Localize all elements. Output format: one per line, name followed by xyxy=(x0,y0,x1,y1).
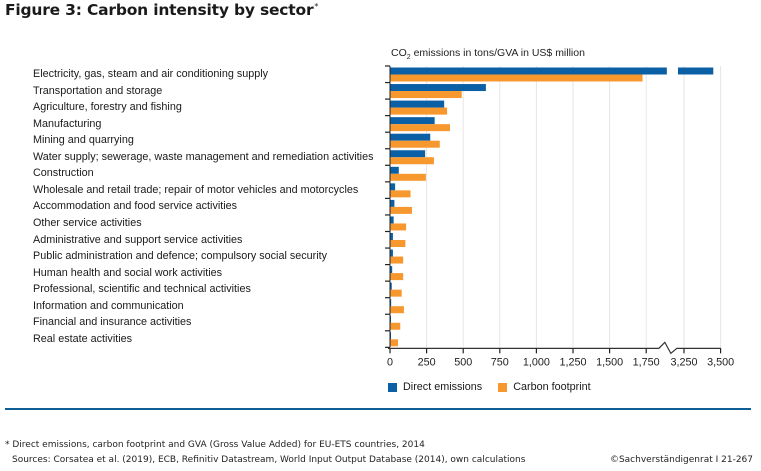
x-tick-label: 1,500 xyxy=(596,356,623,368)
bar-carbon-footprint xyxy=(390,240,406,247)
category-label: Professional, scientific and technical a… xyxy=(33,283,251,296)
legend-item-footprint: Carbon footprint xyxy=(498,381,591,393)
footnote-sources: Sources: Corsatea et al. (2019), ECB, Re… xyxy=(12,455,526,465)
category-label: Information and communication xyxy=(33,299,184,312)
bar-direct-emissions xyxy=(390,282,392,290)
category-label: Accommodation and food service activitie… xyxy=(33,200,238,213)
gridlines xyxy=(426,66,722,348)
legend: Direct emissions Carbon footprint xyxy=(388,381,607,393)
bar-direct-emissions xyxy=(390,133,431,141)
bar-direct-emissions xyxy=(390,166,399,174)
bar-carbon-footprint xyxy=(390,223,407,231)
bar-carbon-footprint xyxy=(390,273,404,281)
bar-direct-emissions xyxy=(390,67,667,75)
bar-direct-emissions xyxy=(390,183,396,191)
category-label: Electricity, gas, steam and air conditio… xyxy=(33,68,269,80)
x-tick-label: 1,250 xyxy=(559,356,586,368)
category-label: Administrative and support service activ… xyxy=(33,233,243,246)
bar-carbon-footprint xyxy=(390,306,404,314)
bar-carbon-footprint xyxy=(390,190,411,198)
bar-carbon-footprint xyxy=(390,256,404,264)
x-axis-line-with-break xyxy=(388,341,721,355)
legend-swatch-footprint xyxy=(498,382,508,392)
bar-carbon-footprint xyxy=(390,157,434,165)
category-label: Agriculture, forestry and fishing xyxy=(33,101,182,114)
category-label: Human health and social work activities xyxy=(33,266,223,279)
category-label: Construction xyxy=(33,167,94,180)
bar-carbon-footprint xyxy=(390,173,426,181)
x-tick-label: 3,250 xyxy=(670,356,697,368)
category-label: Transportation and storage xyxy=(33,84,163,97)
figure-title-text: Figure 3: Carbon intensity by sector xyxy=(5,1,314,19)
y-axis xyxy=(385,65,391,348)
footnote-note: * Direct emissions, carbon footprint and… xyxy=(5,440,425,450)
bar-carbon-footprint xyxy=(390,206,412,214)
bar-carbon-footprint xyxy=(390,140,440,148)
bar-direct-emissions-continued xyxy=(678,67,714,75)
bar-direct-emissions xyxy=(390,299,392,307)
category-label: Wholesale and retail trade; repair of mo… xyxy=(33,183,359,196)
bar-carbon-footprint xyxy=(390,74,643,82)
legend-label-direct: Direct emissions xyxy=(403,381,483,393)
legend-swatch-direct xyxy=(388,382,397,392)
bar-direct-emissions xyxy=(390,249,393,257)
category-label: Mining and quarrying xyxy=(33,134,134,147)
bar-direct-emissions xyxy=(390,150,426,158)
x-tick-label: 0 xyxy=(387,356,393,368)
x-tick-label: 1,750 xyxy=(633,356,660,368)
bar-direct-emissions xyxy=(390,266,393,274)
bar-carbon-footprint xyxy=(390,339,399,347)
bar-direct-emissions xyxy=(390,216,394,224)
bar-direct-emissions xyxy=(390,233,393,240)
x-axis: 0 250 500 750 1,000 1,250 1,500 1,750 3,250 3,500 xyxy=(387,341,734,368)
legend-label-footprint: Carbon footprint xyxy=(513,381,591,393)
unit-label-suffix: emissions in tons/GVA in US$ million xyxy=(410,47,585,59)
figure-title: Figure 3: Carbon intensity by sector* xyxy=(5,1,318,19)
category-label: Public administration and defence; compu… xyxy=(33,250,328,263)
bar-direct-emissions xyxy=(390,117,435,125)
x-tick-label: 500 xyxy=(454,356,472,368)
footnote-marker: * xyxy=(314,1,319,11)
divider-rule xyxy=(5,408,751,410)
copyright: ©Sachverständigenrat I 21-267 xyxy=(609,455,753,465)
x-tick-label: 1,000 xyxy=(523,356,550,368)
x-tick-label: 3,500 xyxy=(707,356,734,368)
category-label: Water supply; sewerage, waste management… xyxy=(33,150,374,163)
category-label: Real estate activities xyxy=(33,332,133,345)
bar-direct-emissions xyxy=(390,100,445,108)
x-tick-label: 750 xyxy=(491,356,509,368)
bar-carbon-footprint xyxy=(390,91,462,99)
bar-direct-emissions xyxy=(390,199,395,207)
bar-carbon-footprint xyxy=(390,124,451,132)
bar-carbon-footprint xyxy=(390,107,448,115)
bar-carbon-footprint xyxy=(390,289,402,297)
bars xyxy=(390,67,714,347)
unit-label: CO2 emissions in tons/GVA in US$ million xyxy=(391,47,585,61)
category-label: Financial and insurance activities xyxy=(33,316,192,329)
bar-direct-emissions xyxy=(390,84,486,92)
bar-carbon-footprint xyxy=(390,322,401,330)
category-label: Other service activities xyxy=(33,216,142,229)
legend-item-direct: Direct emissions xyxy=(388,381,482,393)
category-label: Manufacturing xyxy=(33,117,102,130)
unit-label-prefix: CO xyxy=(391,47,407,59)
x-tick-label: 250 xyxy=(418,356,436,368)
unit-label-subscript: 2 xyxy=(406,54,411,62)
